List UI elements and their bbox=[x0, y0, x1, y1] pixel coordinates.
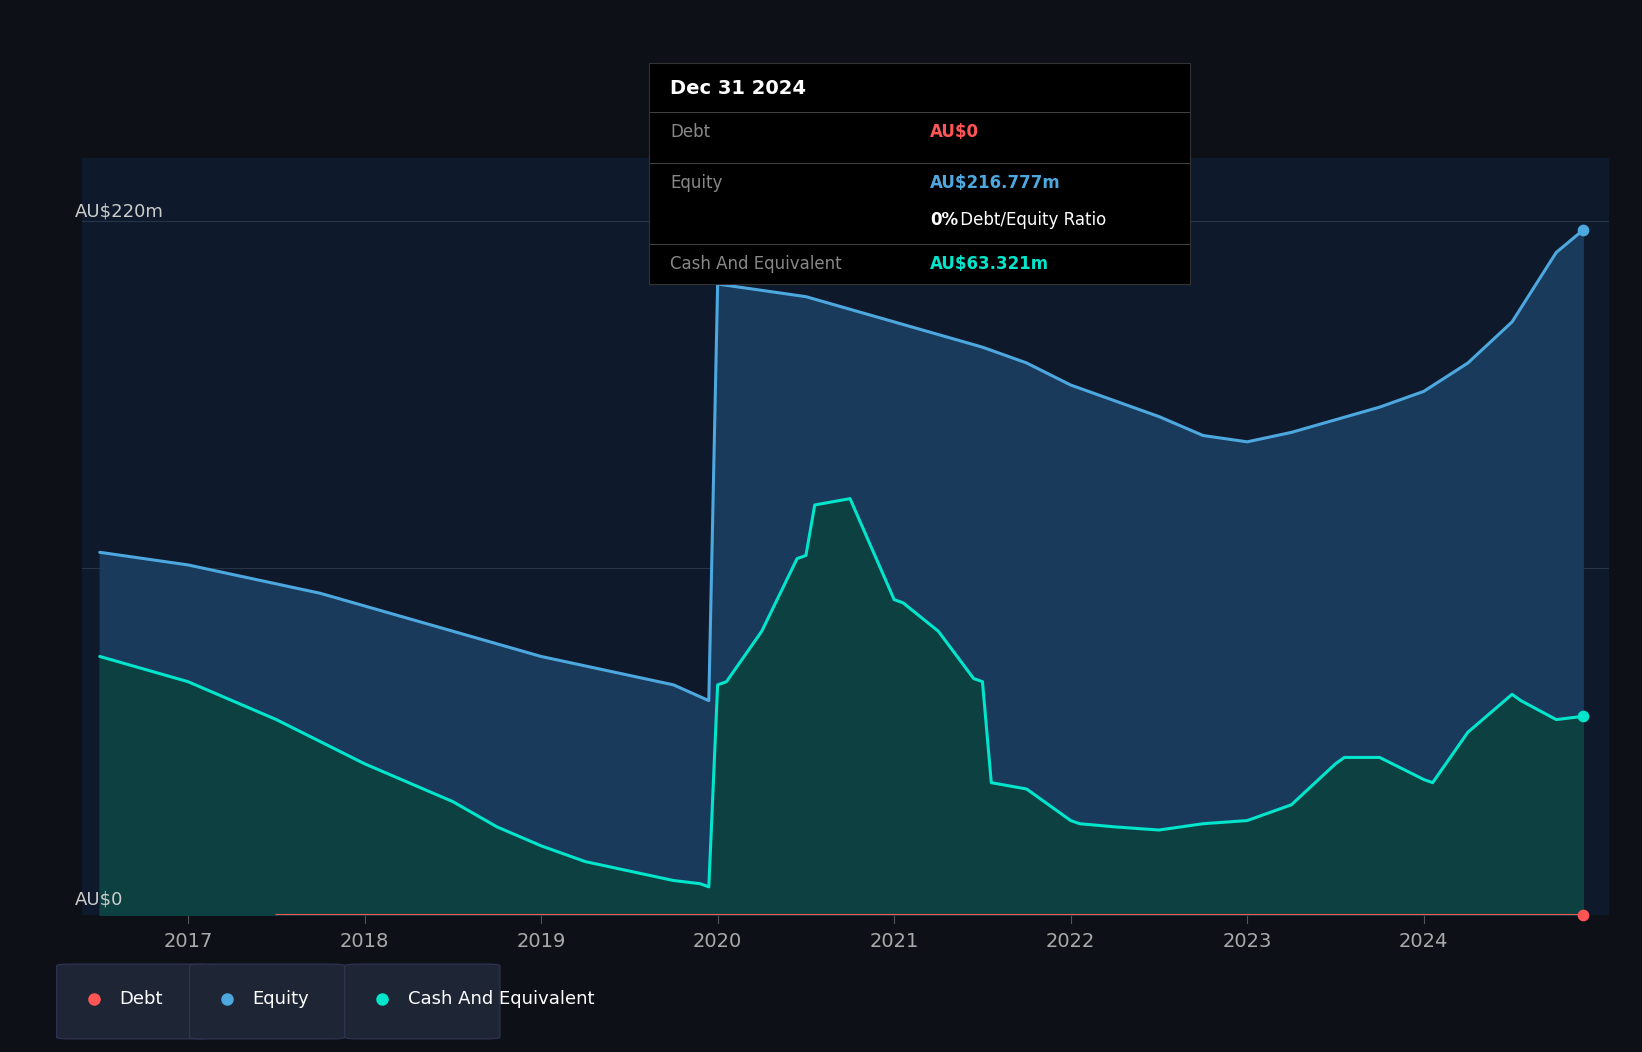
Text: Cash And Equivalent: Cash And Equivalent bbox=[407, 990, 594, 1009]
Text: Cash And Equivalent: Cash And Equivalent bbox=[670, 256, 842, 274]
Text: AU$63.321m: AU$63.321m bbox=[931, 256, 1049, 274]
FancyBboxPatch shape bbox=[345, 964, 499, 1039]
Text: Debt/Equity Ratio: Debt/Equity Ratio bbox=[954, 211, 1107, 229]
Point bbox=[1570, 222, 1596, 239]
Text: Debt: Debt bbox=[120, 990, 163, 1009]
FancyBboxPatch shape bbox=[56, 964, 212, 1039]
Text: AU$0: AU$0 bbox=[74, 891, 123, 909]
Point bbox=[1570, 708, 1596, 725]
FancyBboxPatch shape bbox=[190, 964, 345, 1039]
Text: Equity: Equity bbox=[253, 990, 309, 1009]
Text: Dec 31 2024: Dec 31 2024 bbox=[670, 79, 806, 98]
Text: Debt: Debt bbox=[670, 123, 711, 141]
Text: AU$0: AU$0 bbox=[931, 123, 979, 141]
Text: AU$220m: AU$220m bbox=[74, 203, 163, 221]
Text: AU$216.777m: AU$216.777m bbox=[931, 174, 1061, 191]
Text: Equity: Equity bbox=[670, 174, 722, 191]
Point bbox=[1570, 907, 1596, 924]
Text: 0%: 0% bbox=[931, 211, 959, 229]
